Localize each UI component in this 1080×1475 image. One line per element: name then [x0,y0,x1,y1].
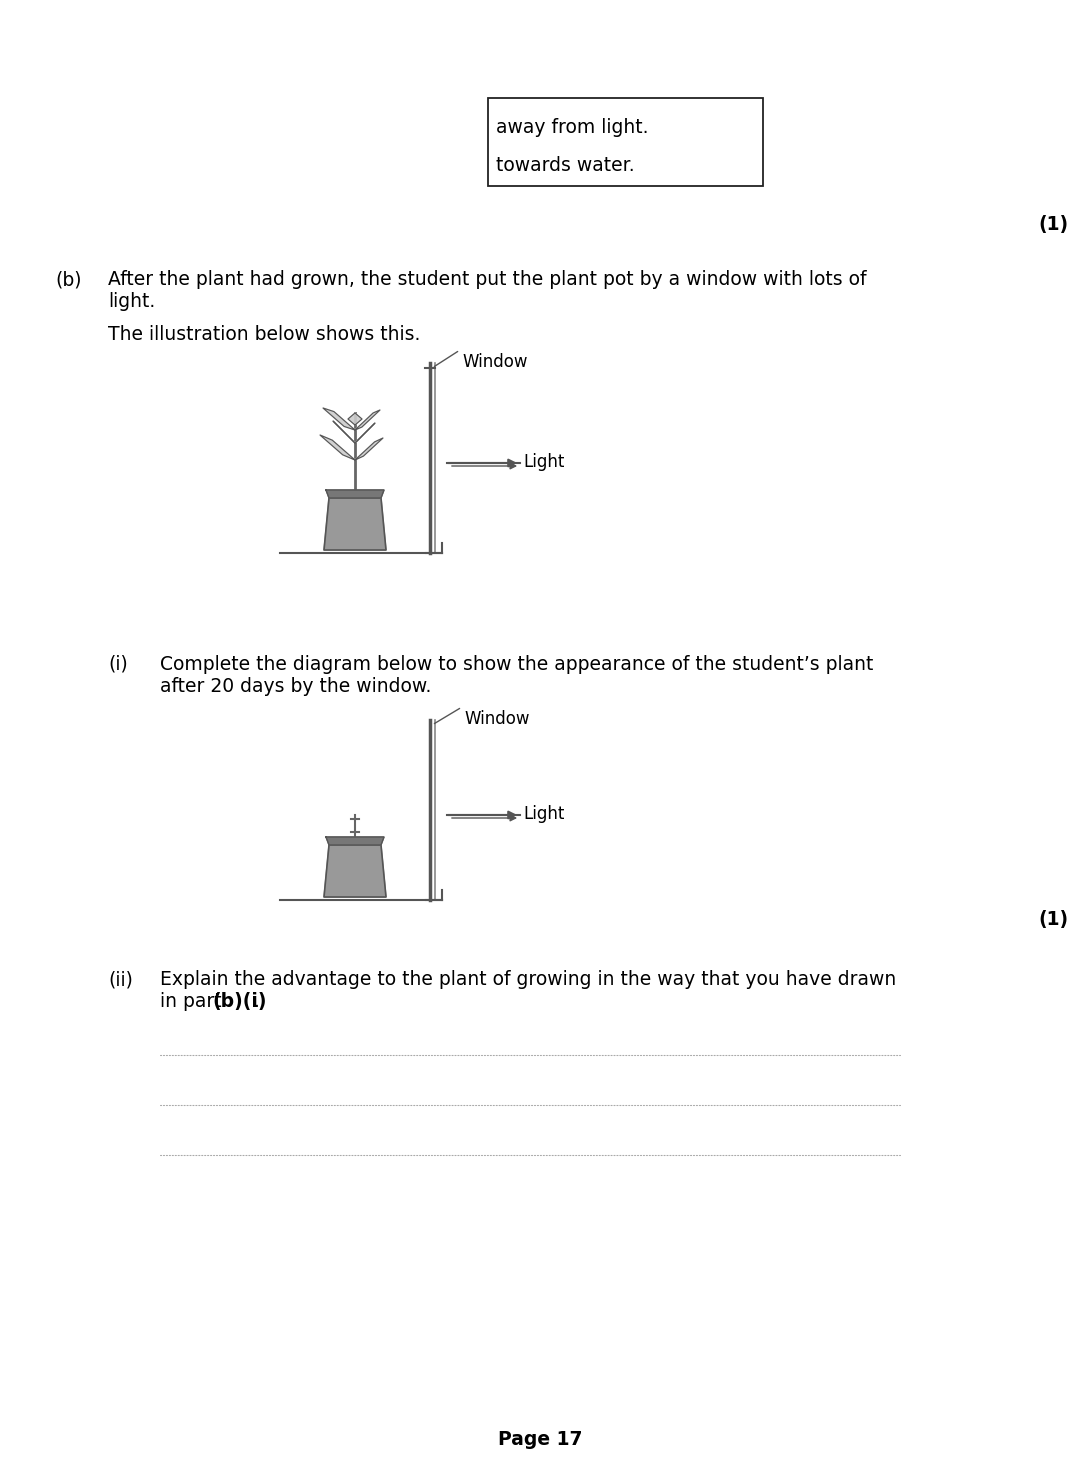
Polygon shape [323,409,355,431]
Text: Light: Light [523,453,565,471]
Polygon shape [355,438,383,460]
Polygon shape [320,435,355,460]
Text: Light: Light [523,805,565,823]
Text: Complete the diagram below to show the appearance of the student’s plant: Complete the diagram below to show the a… [160,655,874,674]
Text: (1): (1) [1038,215,1068,235]
Text: Window: Window [464,709,529,729]
Text: away from light.: away from light. [496,118,648,137]
Text: (1): (1) [1038,910,1068,929]
Polygon shape [333,420,355,442]
Polygon shape [326,490,384,499]
Text: Page 17: Page 17 [498,1429,582,1448]
Text: towards water.: towards water. [496,156,635,176]
Polygon shape [324,499,386,550]
Text: Explain the advantage to the plant of growing in the way that you have drawn: Explain the advantage to the plant of gr… [160,971,896,990]
Polygon shape [355,423,375,442]
Text: (ii): (ii) [108,971,133,990]
Polygon shape [326,836,384,845]
Text: (i): (i) [108,655,127,674]
Text: in part: in part [160,993,228,1010]
Text: .: . [254,993,260,1010]
Bar [488,97,762,186]
Text: light.: light. [108,292,156,311]
Text: After the plant had grown, the student put the plant pot by a window with lots o: After the plant had grown, the student p… [108,270,866,289]
Text: (b)(i): (b)(i) [212,993,267,1010]
Polygon shape [355,410,380,431]
Text: Window: Window [462,353,527,372]
Polygon shape [324,845,386,897]
Polygon shape [348,413,362,425]
Text: after 20 days by the window.: after 20 days by the window. [160,677,431,696]
Text: (b): (b) [55,270,81,289]
Text: The illustration below shows this.: The illustration below shows this. [108,324,420,344]
